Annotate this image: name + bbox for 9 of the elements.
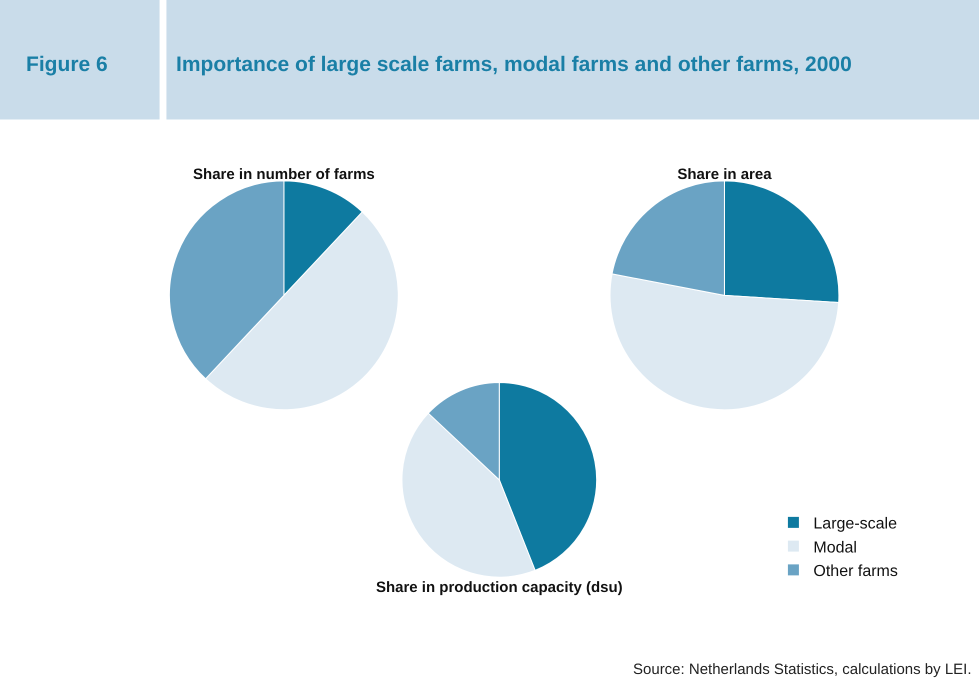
chart-title: Share in area [677, 166, 772, 183]
legend-label: Large-scale [813, 516, 898, 533]
source-note: Source: Netherlands Statistics, calculations by LEI. [633, 661, 972, 678]
caption: Figure 6 [26, 53, 108, 76]
chart-title: Share in number of farms [193, 166, 375, 183]
legend-label: Other farms [813, 563, 898, 580]
legend-label: Modal [813, 539, 857, 556]
text: Share in production capacity (dsu) [376, 579, 623, 596]
text: Importance of large scale farms, modal farms and other farms, 2000 [176, 53, 852, 76]
